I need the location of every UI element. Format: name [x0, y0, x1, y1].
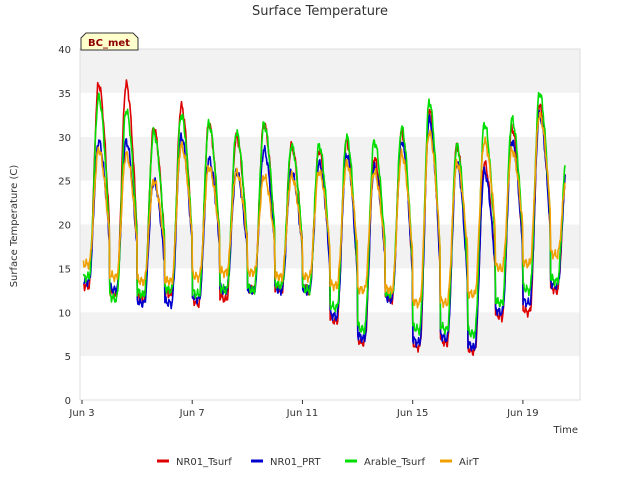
grid-band	[80, 92, 580, 137]
grid-band	[80, 180, 580, 225]
x-axis-label: Time	[553, 425, 578, 436]
chart-title: Surface Temperature	[252, 4, 388, 19]
grid-band	[80, 49, 580, 93]
y-tick-label: 20	[58, 221, 71, 232]
y-tick-label: 15	[58, 264, 71, 275]
x-tick-label: Jun 15	[396, 408, 429, 419]
y-tick-label: 0	[65, 396, 71, 407]
x-tick-label: Jun 7	[179, 408, 205, 419]
y-tick-label: 30	[58, 133, 71, 144]
series-line-airt	[82, 111, 566, 309]
legend-label: AirT	[459, 457, 480, 468]
grid-band	[80, 356, 580, 400]
grid-band	[80, 136, 580, 181]
plot-frame	[79, 48, 581, 401]
plot-background	[80, 49, 580, 400]
series-line-arable-tsurf	[82, 91, 566, 339]
x-axis-ticks: Jun 3 Jun 7 Jun 11 Jun 15 Jun 19	[68, 400, 539, 419]
y-tick-label: 25	[58, 177, 71, 188]
x-tick-label: Jun 3	[68, 408, 94, 419]
y-tick-label: 10	[58, 308, 71, 319]
legend-label: NR01_PRT	[270, 457, 321, 468]
legend-label: Arable_Tsurf	[364, 457, 425, 468]
y-tick-label: 40	[58, 45, 71, 56]
y-axis-label: Surface Temperature (C)	[9, 165, 20, 288]
series-lines	[82, 79, 566, 357]
y-tick-label: 5	[65, 352, 71, 363]
legend-label: NR01_Tsurf	[176, 457, 232, 468]
y-axis-ticks: 0 5 10 15 20 25 30 35 40	[58, 45, 71, 407]
x-tick-label: Jun 11	[286, 408, 319, 419]
station-badge-label: BC_met	[88, 38, 130, 49]
station-badge-background	[80, 32, 139, 51]
y-tick-label: 35	[58, 89, 71, 100]
x-tick-label: Jun 19	[506, 408, 539, 419]
legend: NR01_Tsurf NR01_PRT Arable_Tsurf AirT	[157, 457, 480, 468]
station-badge: BC_met	[80, 32, 139, 51]
